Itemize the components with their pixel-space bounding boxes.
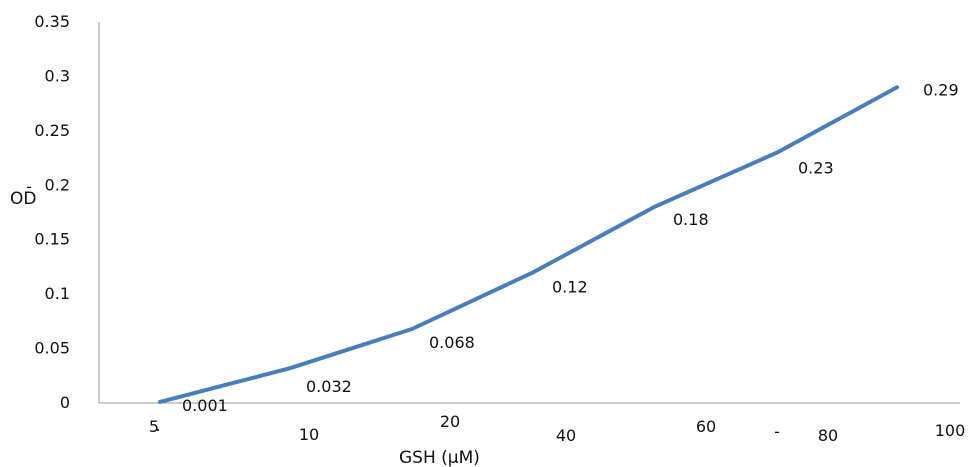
data-label: 0.29 — [923, 80, 959, 99]
x-tick-label: 100 — [935, 421, 966, 440]
x-tick-label: 80 — [818, 426, 838, 445]
y-tick-label: 0.15 — [34, 230, 70, 249]
series-line — [158, 85, 899, 404]
data-label: 0.068 — [429, 333, 475, 352]
y-tick-labels: 0 0.05 0.1 0.15 0.2 0.25 0.3 0.35 — [34, 12, 70, 412]
y-tick-label: 0.3 — [45, 66, 70, 85]
data-label: 0.23 — [798, 159, 834, 178]
x-tick-label: 60 — [696, 417, 716, 436]
data-label: 0.001 — [182, 396, 228, 415]
y-tick-label: 0.1 — [45, 284, 70, 303]
y-tick-label: 0.35 — [34, 12, 70, 31]
data-label: 0.12 — [552, 277, 588, 296]
data-label: 0.18 — [673, 210, 709, 229]
stray-mark: . — [155, 416, 160, 435]
data-label: 0.032 — [306, 377, 352, 396]
x-tick-label: 5 — [149, 417, 159, 436]
y-tick-label: 0.05 — [34, 339, 70, 358]
x-axis-title: GSH (µM) — [399, 448, 480, 467]
y-tick-label: 0.25 — [34, 121, 70, 140]
stray-mark: - — [774, 422, 780, 441]
series — [158, 85, 899, 404]
y-axis-title: OD — [10, 189, 36, 209]
y-tick-label: 0 — [60, 393, 70, 412]
y-tick-label: 0.2 — [45, 175, 70, 194]
x-tick-labels: 5 10 20 40 60 80 100 — [149, 412, 965, 445]
stray-marks: . - - — [26, 177, 780, 441]
stray-mark: - — [26, 177, 32, 196]
x-tick-label: 10 — [299, 425, 319, 444]
data-labels: 0.001 0.032 0.068 0.12 0.18 0.23 0.29 — [182, 80, 959, 415]
x-tick-label: 40 — [556, 426, 576, 445]
x-tick-label: 20 — [440, 412, 460, 431]
